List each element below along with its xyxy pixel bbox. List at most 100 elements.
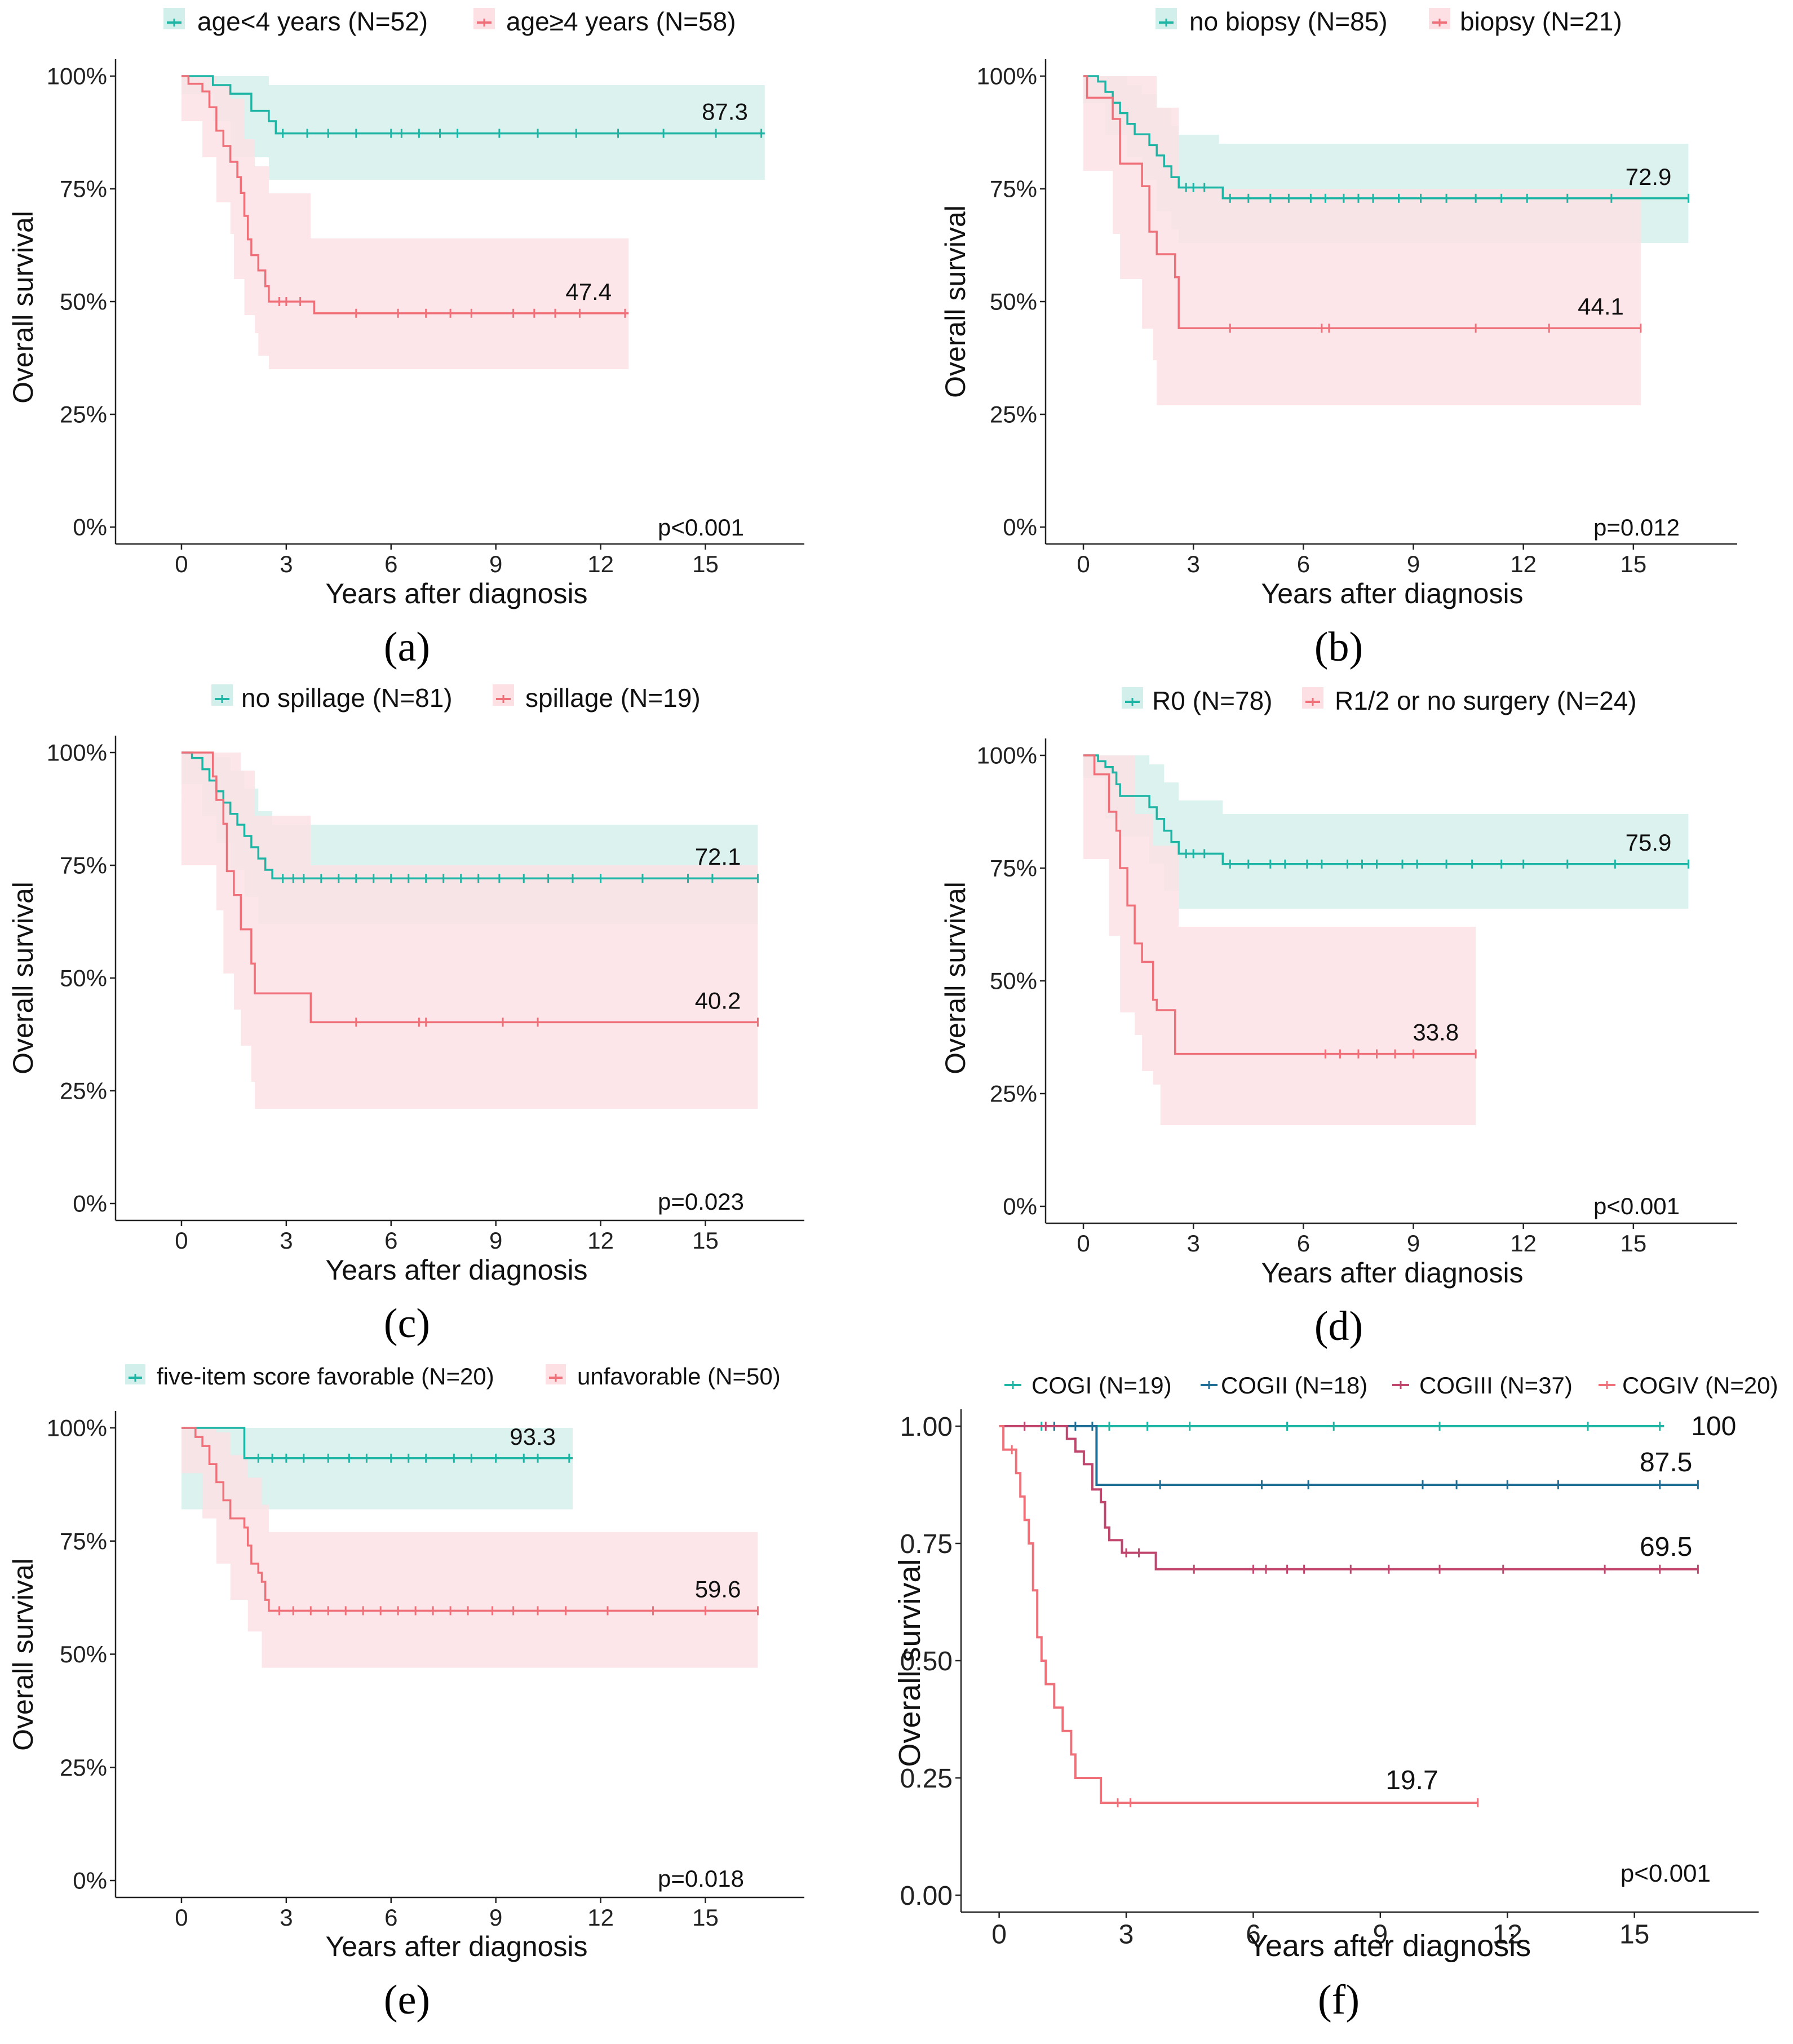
end-value-label-2: 87.5 — [1640, 1448, 1692, 1477]
x-tick-label: 12 — [587, 1227, 614, 1254]
end-value-label-1: 87.3 — [702, 99, 748, 125]
x-tick-label: 9 — [489, 1227, 502, 1254]
x-tick-label: 3 — [1187, 551, 1200, 577]
legend-b-label-1: no biopsy (N=85) — [1189, 7, 1388, 36]
km-curve-1 — [1083, 754, 1689, 865]
ylabel-e: Overall survival — [7, 1558, 39, 1751]
y-tick-label: 25% — [60, 401, 107, 428]
end-value-label-1: 75.9 — [1626, 829, 1672, 856]
legend-d-label-2: R1/2 or no surgery (N=24) — [1335, 686, 1637, 715]
x-tick-label: 12 — [1510, 551, 1537, 577]
x-tick-label: 0 — [175, 551, 188, 577]
x-tick-label: 12 — [1510, 1230, 1537, 1257]
y-tick-label: 50% — [990, 968, 1037, 994]
pvalue-e: p=0.018 — [658, 1865, 744, 1892]
plot-a: 0% 25% 50% 75% 100% 0 3 6 9 12 15 87.3 47.4 — [47, 59, 804, 577]
legend-f-label-4: COGIV (N=20) — [1622, 1372, 1778, 1399]
x-tick-label: 15 — [692, 551, 719, 577]
legend-e-label-1: five-item score favorable (N=20) — [157, 1363, 494, 1390]
x-tick-label: 15 — [692, 1227, 719, 1254]
xlabel-a: Years after diagnosis — [325, 578, 587, 609]
x-tick-label: 12 — [587, 1904, 614, 1931]
y-tick-label: 0% — [1003, 1193, 1037, 1220]
x-tick-label: 0 — [175, 1227, 188, 1254]
km-curve-2 — [1083, 75, 1641, 329]
x-tick-label: 6 — [384, 551, 397, 577]
x-tick-label: 3 — [280, 1904, 293, 1931]
x-tick-label: 0 — [991, 1920, 1007, 1950]
ci-band-2 — [181, 1428, 758, 1668]
x-tick-label: 6 — [384, 1904, 397, 1931]
km-curve-4 — [999, 1425, 1478, 1804]
end-value-label-1: 72.9 — [1626, 163, 1672, 190]
ylabel-d: Overall survival — [940, 882, 971, 1074]
x-tick-label: 9 — [1373, 1920, 1388, 1950]
legend-f-label-2: COGII (N=18) — [1221, 1372, 1367, 1399]
end-value-label-2: 40.2 — [695, 987, 741, 1014]
panel-letter-c: (c) — [384, 1300, 430, 1347]
end-value-label-1: 93.3 — [510, 1423, 556, 1450]
ylabel-c: Overall survival — [7, 882, 39, 1074]
legend-c-label-2: spillage (N=19) — [525, 683, 701, 713]
legend-b: no biopsy (N=85) biopsy (N=21) — [1156, 7, 1622, 36]
end-value-label-4: 19.7 — [1385, 1766, 1438, 1795]
panel-letter-d: (d) — [1314, 1303, 1363, 1350]
y-tick-label: 25% — [990, 1081, 1037, 1107]
y-tick-label: 0% — [73, 1191, 107, 1217]
x-tick-label: 0 — [1077, 551, 1090, 577]
x-tick-label: 9 — [489, 1904, 502, 1931]
y-tick-label: 0% — [73, 514, 107, 541]
y-tick-label: 25% — [990, 401, 1037, 428]
legend-f-label-3: COGIII (N=37) — [1419, 1372, 1573, 1399]
pvalue-f: p<0.001 — [1621, 1860, 1711, 1887]
xlabel-d: Years after diagnosis — [1261, 1257, 1523, 1289]
end-value-label-1: 72.1 — [695, 843, 741, 870]
legend-d-label-1: R0 (N=78) — [1152, 686, 1272, 715]
y-tick-label: 100% — [47, 1415, 107, 1441]
legend-b-label-2: biopsy (N=21) — [1460, 7, 1622, 36]
y-tick-label: 100% — [47, 63, 107, 90]
ci-band-2 — [181, 753, 758, 1109]
panel-letter-b: (b) — [1314, 624, 1363, 670]
pvalue-c: p=0.023 — [658, 1188, 744, 1215]
ylabel-f: Overall survival — [893, 1559, 927, 1767]
end-value-label-1: 100 — [1691, 1412, 1736, 1441]
panel-letter-e: (e) — [384, 1977, 430, 2023]
panel-d: R0 (N=78) R1/2 or no surgery (N=24) 0% 25… — [940, 686, 1737, 1350]
xlabel-e: Years after diagnosis — [325, 1931, 587, 1962]
y-tick-label: 100% — [47, 740, 107, 766]
y-tick-label: 1.00 — [900, 1412, 953, 1442]
x-tick-label: 6 — [384, 1227, 397, 1254]
x-tick-label: 3 — [1187, 1230, 1200, 1257]
x-tick-label: 15 — [1620, 551, 1646, 577]
km-curve-2 — [1083, 754, 1476, 1055]
panel-a: age<4 years (N=52) age≥4 years (N=58) 0%… — [7, 7, 804, 670]
y-tick-label: 50% — [60, 1641, 107, 1667]
legend-f: COGI (N=19) COGII (N=18) COGIII (N=37) C… — [1004, 1372, 1778, 1399]
x-tick-label: 9 — [1407, 1230, 1420, 1257]
km-curve-3 — [999, 1425, 1698, 1570]
y-tick-label: 75% — [60, 176, 107, 202]
x-tick-label: 12 — [1493, 1920, 1522, 1950]
y-tick-label: 0.50 — [900, 1647, 953, 1676]
ci-band-2 — [181, 76, 629, 369]
panel-e: five-item score favorable (N=20) unfavor… — [7, 1363, 804, 2023]
y-tick-label: 0.25 — [900, 1764, 953, 1794]
y-tick-label: 50% — [990, 289, 1037, 315]
legend-a: age<4 years (N=52) age≥4 years (N=58) — [163, 7, 736, 36]
xlabel-f: Years after diagnosis — [1248, 1929, 1531, 1963]
x-tick-label: 0 — [175, 1904, 188, 1931]
x-tick-label: 6 — [1297, 1230, 1310, 1257]
x-tick-label: 9 — [489, 551, 502, 577]
x-tick-label: 6 — [1246, 1920, 1261, 1950]
y-tick-label: 100% — [977, 63, 1037, 90]
end-value-label-3: 69.5 — [1640, 1532, 1692, 1562]
x-tick-label: 0 — [1077, 1230, 1090, 1257]
x-tick-label: 3 — [280, 1227, 293, 1254]
end-value-label-2: 47.4 — [565, 278, 612, 305]
y-tick-label: 25% — [60, 1754, 107, 1781]
legend-a-label-1: age<4 years (N=52) — [197, 7, 428, 36]
x-tick-label: 15 — [692, 1904, 719, 1931]
end-value-label-2: 33.8 — [1413, 1019, 1459, 1046]
